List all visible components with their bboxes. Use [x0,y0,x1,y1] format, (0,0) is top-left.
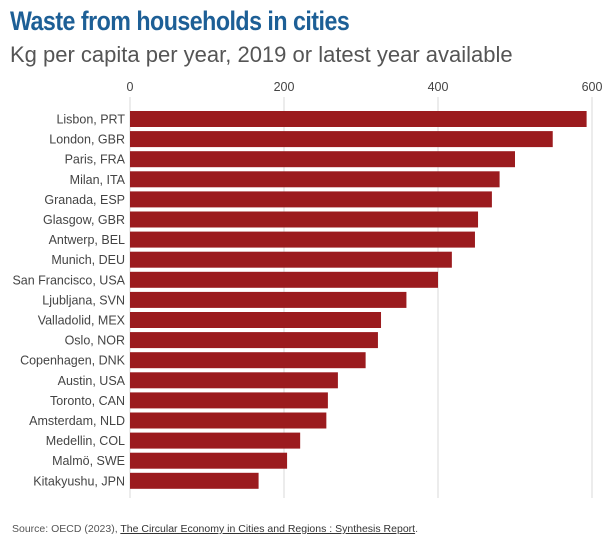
bar [130,472,259,489]
x-tick-label: 400 [428,80,449,94]
source-prefix: Source: OECD (2023), [12,523,121,535]
source-suffix: . [415,523,418,535]
x-tick-label: 200 [274,80,295,94]
category-label: Malmö, SWE [52,454,125,468]
bar [130,291,407,308]
bar [130,352,366,369]
category-label: Antwerp, BEL [49,233,125,247]
bar [130,171,500,188]
category-label: Austin, USA [58,374,126,388]
chart-subtitle: Kg per capita per year, 2019 or latest y… [10,42,513,67]
bar [130,432,301,449]
bar [130,231,475,248]
category-label: Medellin, COL [46,434,125,448]
bar [130,392,328,409]
category-label: Ljubljana, SVN [42,293,125,307]
x-tick-label: 0 [127,80,134,94]
category-label: Lisbon, PRT [56,113,125,127]
bar [130,412,327,429]
bar [130,332,378,349]
category-label: Copenhagen, DNK [20,354,126,368]
chart-title: Waste from households in cities [10,6,350,36]
x-tick-label: 600 [582,80,603,94]
bar [130,271,438,288]
bar [130,251,452,268]
category-label: Toronto, CAN [50,394,125,408]
bar [130,372,338,389]
bar [130,312,382,328]
category-label: Valladolid, MEX [38,314,126,328]
bar [130,111,587,127]
source-note: Source: OECD (2023), The Circular Econom… [12,523,418,535]
category-label: Milan, ITA [70,173,126,187]
bar [130,191,492,208]
category-label: Oslo, NOR [65,334,125,348]
bar [130,151,515,168]
category-label: Amsterdam, NLD [29,414,125,428]
bar [130,452,288,469]
source-link[interactable]: The Circular Economy in Cities and Regio… [120,523,416,535]
category-label: Kitakyushu, JPN [33,474,125,488]
bar [130,211,479,228]
category-label: San Francisco, USA [12,273,125,287]
category-label: Granada, ESP [44,193,125,207]
category-label: Glasgow, GBR [43,213,125,227]
bar [130,131,553,148]
category-label: London, GBR [49,133,125,147]
category-label: Munich, DEU [51,253,125,267]
category-label: Paris, FRA [65,153,126,167]
